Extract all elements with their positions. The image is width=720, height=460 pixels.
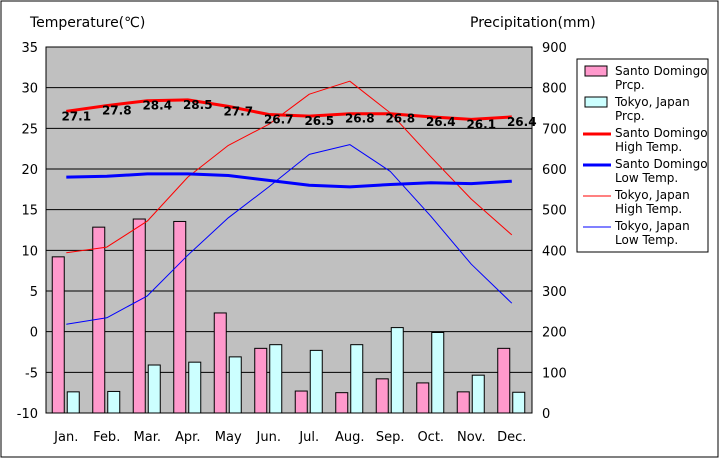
data-label: 26.1 xyxy=(466,117,496,131)
gridlines xyxy=(46,46,532,414)
left-tick-label: 15 xyxy=(21,204,38,219)
left-tick-label: 20 xyxy=(21,163,38,178)
right-axis-title: Precipitation(mm) xyxy=(470,15,596,31)
precip-bar xyxy=(294,390,308,414)
precip-bar xyxy=(228,356,242,414)
data-label: 27.8 xyxy=(102,104,132,118)
right-tick-label: 0 xyxy=(542,407,550,422)
precip-bar xyxy=(309,349,323,414)
month-tick-labels: Jan. Feb. Mar. Apr. May Jun. Jul. Aug. Sep. Oct. N… xyxy=(53,430,526,445)
legend-label: Santo Domingo xyxy=(615,64,708,78)
data-label: 27.1 xyxy=(61,109,91,123)
right-tick-label: 800 xyxy=(542,82,567,97)
right-tick-label: 900 xyxy=(542,41,567,56)
month-label: Sep. xyxy=(376,430,405,445)
month-label: Feb. xyxy=(93,430,120,445)
left-tick-label: 30 xyxy=(21,82,38,97)
left-tick-label: 0 xyxy=(30,326,38,341)
data-label: 26.4 xyxy=(426,115,456,129)
data-label: 27.7 xyxy=(223,104,253,118)
month-label: Aug. xyxy=(335,430,365,445)
data-label: 26.8 xyxy=(385,112,415,126)
legend-label: Prcp. xyxy=(615,78,645,92)
precip-bar xyxy=(497,347,511,414)
right-tick-label: 500 xyxy=(542,204,567,219)
month-label: Jul. xyxy=(298,430,319,445)
precip-bar xyxy=(512,391,526,414)
data-label: 28.5 xyxy=(183,98,213,112)
legend-swatch xyxy=(584,65,608,77)
month-label: May xyxy=(215,430,242,445)
temperature-line xyxy=(66,80,513,254)
temperature-line xyxy=(66,144,513,325)
legend-label: High Temp. xyxy=(615,140,682,154)
left-tick-label: -10 xyxy=(17,407,38,422)
left-tick-labels: 35 30 25 20 15 10 5 0 -5 -10 xyxy=(17,41,38,422)
legend-label: High Temp. xyxy=(615,202,682,216)
right-tick-label: 700 xyxy=(542,122,567,137)
precip-bar xyxy=(254,347,268,414)
precip-bar xyxy=(416,382,430,414)
left-tick-label: 10 xyxy=(21,244,38,259)
lines xyxy=(66,80,513,325)
right-tick-labels: 900 800 700 600 500 400 300 200 100 0 xyxy=(542,41,567,422)
month-label: Oct. xyxy=(417,430,444,445)
precip-bar xyxy=(390,327,404,414)
precip-bar xyxy=(335,392,349,414)
right-tick-label: 100 xyxy=(542,366,567,381)
precip-bar xyxy=(188,361,202,414)
legend-label: Low Temp. xyxy=(615,233,678,247)
data-label: 26.5 xyxy=(304,114,334,128)
month-label: Dec. xyxy=(497,430,526,445)
legend-label: Low Temp. xyxy=(615,171,678,185)
month-label: Mar. xyxy=(134,430,161,445)
left-tick-label: 35 xyxy=(21,41,38,56)
precip-bar xyxy=(350,344,364,414)
legend-box xyxy=(576,58,709,253)
left-tick-label: 25 xyxy=(21,122,38,137)
right-tick-label: 200 xyxy=(542,326,567,341)
left-axis-title: Temperature(℃) xyxy=(29,15,145,31)
precip-bar xyxy=(269,344,283,414)
legend-swatch xyxy=(584,96,608,108)
legend-label: Tokyo, Japan xyxy=(614,219,690,233)
precip-bar xyxy=(132,218,146,414)
temperature-line xyxy=(66,98,512,121)
legend-label: Santo Domingo xyxy=(615,157,708,171)
left-tick-label: 5 xyxy=(30,285,38,300)
month-label: Apr. xyxy=(175,430,200,445)
month-label: Jan. xyxy=(53,430,78,445)
left-tick-label: -5 xyxy=(25,366,38,381)
data-label: 26.7 xyxy=(264,113,294,127)
plot-area xyxy=(45,46,533,414)
right-tick-label: 600 xyxy=(542,163,567,178)
precip-bar xyxy=(213,312,227,414)
precip-bar xyxy=(375,378,389,414)
data-labels: 27.1 27.8 28.4 28.5 27.7 26.7 26.5 26.8 26.8 26.4… xyxy=(61,98,536,132)
precip-bar xyxy=(51,256,65,414)
precip-bar xyxy=(456,391,470,414)
legend-label: Tokyo, Japan xyxy=(614,95,690,109)
temperature-line xyxy=(66,172,512,189)
precip-bar xyxy=(471,374,485,414)
month-label: Jun. xyxy=(256,430,281,445)
bars xyxy=(51,218,526,414)
month-label: Nov. xyxy=(457,430,486,445)
precip-bar xyxy=(66,391,80,414)
precip-bar xyxy=(173,220,187,414)
legend-label: Prcp. xyxy=(615,109,645,123)
right-tick-label: 300 xyxy=(542,285,567,300)
precip-bar xyxy=(431,331,445,414)
right-tick-label: 400 xyxy=(542,244,567,259)
data-label: 26.4 xyxy=(507,115,537,129)
data-label: 28.4 xyxy=(142,99,172,113)
precip-bar xyxy=(147,364,161,414)
data-label: 26.8 xyxy=(345,112,375,126)
legend-label: Tokyo, Japan xyxy=(614,188,690,202)
legend-label: Santo Domingo xyxy=(615,126,708,140)
precip-bar xyxy=(107,390,121,414)
